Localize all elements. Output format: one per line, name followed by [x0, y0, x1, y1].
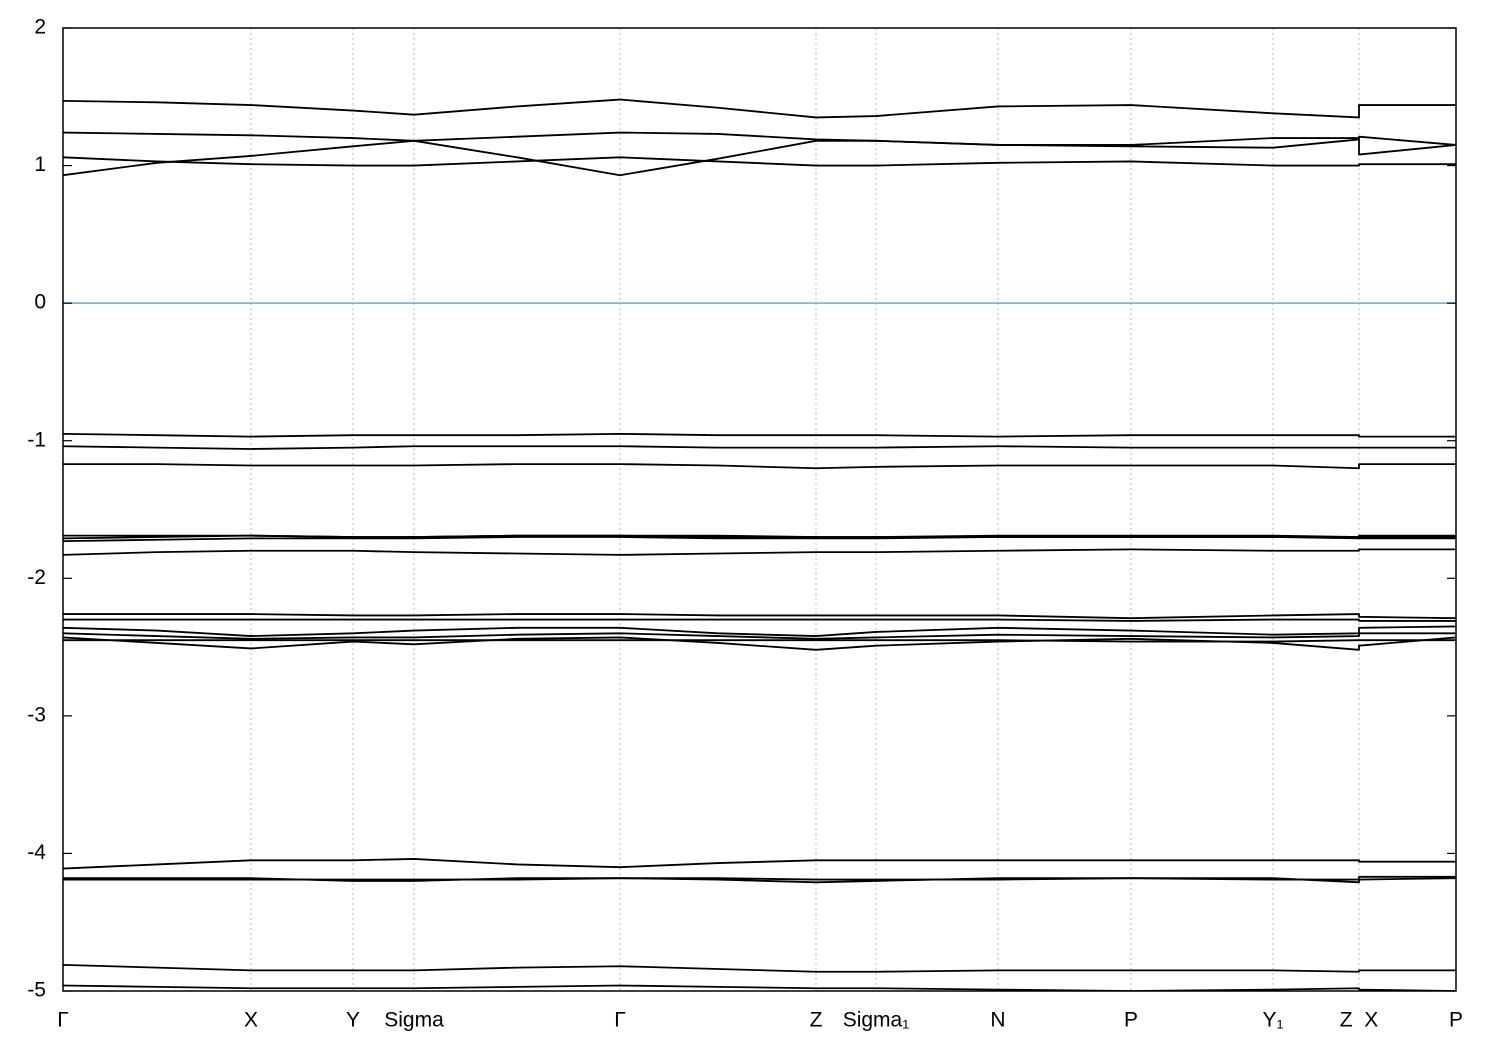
x-tick-label: Y₁ [1262, 1009, 1283, 1032]
x-tick-label: P [1124, 1009, 1138, 1032]
band-line [63, 858, 1456, 870]
band-line [63, 463, 1456, 470]
band-line [63, 618, 1456, 622]
grid-layer [62, 28, 1457, 991]
x-tick-label: N [990, 1009, 1005, 1032]
x-tick-label: Z [810, 1009, 823, 1032]
axes-layer: -5 -4 -3 -2 -1 0 1 2 Γ X Y Sigma Γ Z Sigma₁ N P Y₁ Z X P [27, 16, 1463, 1032]
band-line [63, 137, 1456, 177]
x-tick-label: Sigma [384, 1009, 444, 1032]
band-line [63, 625, 1456, 637]
band-line [63, 963, 1456, 973]
band-line [63, 445, 1456, 450]
band-line [63, 877, 1456, 881]
band-line [63, 639, 1456, 643]
x-tick-label: X [244, 1009, 258, 1032]
y-tick-label: -4 [27, 841, 46, 864]
y-tick-label: 1 [34, 153, 46, 176]
band-line [63, 613, 1456, 620]
band-line [63, 984, 1456, 991]
band-line [63, 156, 1456, 167]
x-tick-label: Sigma₁ [843, 1009, 910, 1032]
y-tick-label: -3 [27, 703, 46, 726]
band-line [63, 548, 1456, 556]
x-tick-label: Γ [614, 1009, 626, 1032]
x-tick-label: P [1449, 1009, 1463, 1032]
y-tick-label: -2 [27, 566, 46, 589]
band-line [63, 98, 1456, 119]
band-line [63, 636, 1456, 651]
y-tick-label: -1 [27, 428, 46, 451]
plot-frame [62, 27, 1457, 992]
band-line [63, 432, 1456, 438]
x-tick-label: Y [346, 1009, 360, 1032]
band-line [63, 131, 1456, 149]
y-tick-label: -5 [27, 979, 46, 1002]
y-tick-label: 2 [34, 16, 46, 39]
band-line [63, 536, 1456, 543]
x-tick-label: Z X [1340, 1009, 1379, 1032]
y-tick-label: 0 [34, 291, 46, 314]
bands-layer [63, 98, 1456, 991]
band-line [63, 632, 1456, 640]
x-tick-label: Γ [57, 1009, 69, 1032]
